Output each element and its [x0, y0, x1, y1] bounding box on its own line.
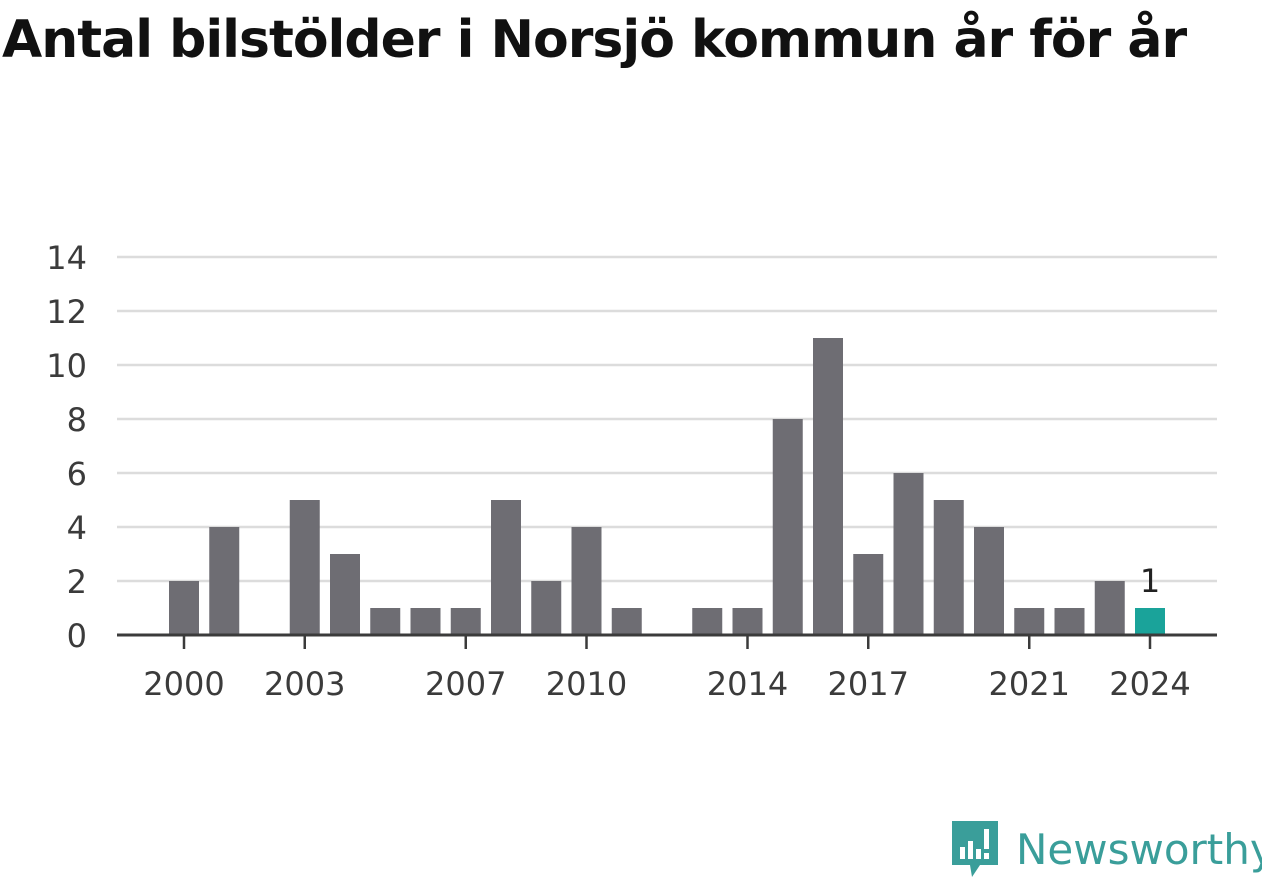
- y-tick-label-8: 8: [67, 401, 87, 439]
- newsworthy-logo-text: Newsworthy: [1016, 824, 1262, 874]
- data-labels: 1: [1140, 562, 1160, 600]
- x-tick-label-2017: 2017: [828, 665, 909, 703]
- bars: [169, 338, 1165, 635]
- x-tick-label-2007: 2007: [425, 665, 506, 703]
- bar-2022: [1054, 608, 1085, 635]
- bar-2023: [1094, 581, 1125, 635]
- bar-2016: [813, 338, 843, 635]
- y-axis-tick-labels: 0 2 4 6 8 10 12 14: [46, 239, 87, 655]
- bar-2006: [410, 608, 441, 635]
- bar-2004: [330, 554, 360, 635]
- bar-2007: [450, 608, 481, 635]
- x-tick-label-2010: 2010: [546, 665, 627, 703]
- newsworthy-logo-icon: [952, 821, 998, 877]
- bar-2014: [732, 608, 763, 635]
- bar-2019: [933, 500, 964, 635]
- chart-title: Antal bilstölder i Norsjö kommun år för …: [2, 10, 1187, 70]
- grid-lines: [117, 255, 1217, 583]
- data-label-2024: 1: [1140, 562, 1160, 600]
- x-tick-label-2014: 2014: [707, 665, 788, 703]
- y-tick-label-0: 0: [67, 617, 87, 655]
- bar-2024: [1135, 608, 1165, 635]
- y-tick-label-10: 10: [46, 347, 87, 385]
- bar-2021: [1014, 608, 1045, 635]
- x-tick-label-2024: 2024: [1109, 665, 1190, 703]
- x-axis-tick-labels: 2000 2003 2007 2010 2014 2017 2021 2024: [143, 665, 1190, 703]
- newsworthy-logo: Newsworthy: [950, 818, 1262, 880]
- bar-2020: [974, 527, 1004, 635]
- bar-2011: [611, 608, 642, 635]
- bar-2018: [893, 473, 924, 635]
- bar-2001: [209, 527, 240, 635]
- x-axis: [117, 633, 1217, 649]
- x-tick-label-2000: 2000: [143, 665, 224, 703]
- bar-2008: [491, 500, 521, 635]
- x-tick-label-2003: 2003: [264, 665, 345, 703]
- bar-2009: [531, 581, 562, 635]
- bar-2000: [169, 581, 199, 635]
- bar-2017: [853, 554, 884, 635]
- bar-2005: [370, 608, 401, 635]
- x-tick-label-2021: 2021: [989, 665, 1070, 703]
- y-tick-label-6: 6: [67, 455, 87, 493]
- bar-2003: [289, 500, 320, 635]
- bar-2010: [571, 527, 602, 635]
- y-tick-label-14: 14: [46, 239, 87, 277]
- y-tick-label-4: 4: [67, 509, 87, 547]
- y-tick-label-2: 2: [67, 563, 87, 601]
- bar-2013: [692, 608, 723, 635]
- y-tick-label-12: 12: [46, 293, 87, 331]
- bar-2015: [772, 419, 803, 635]
